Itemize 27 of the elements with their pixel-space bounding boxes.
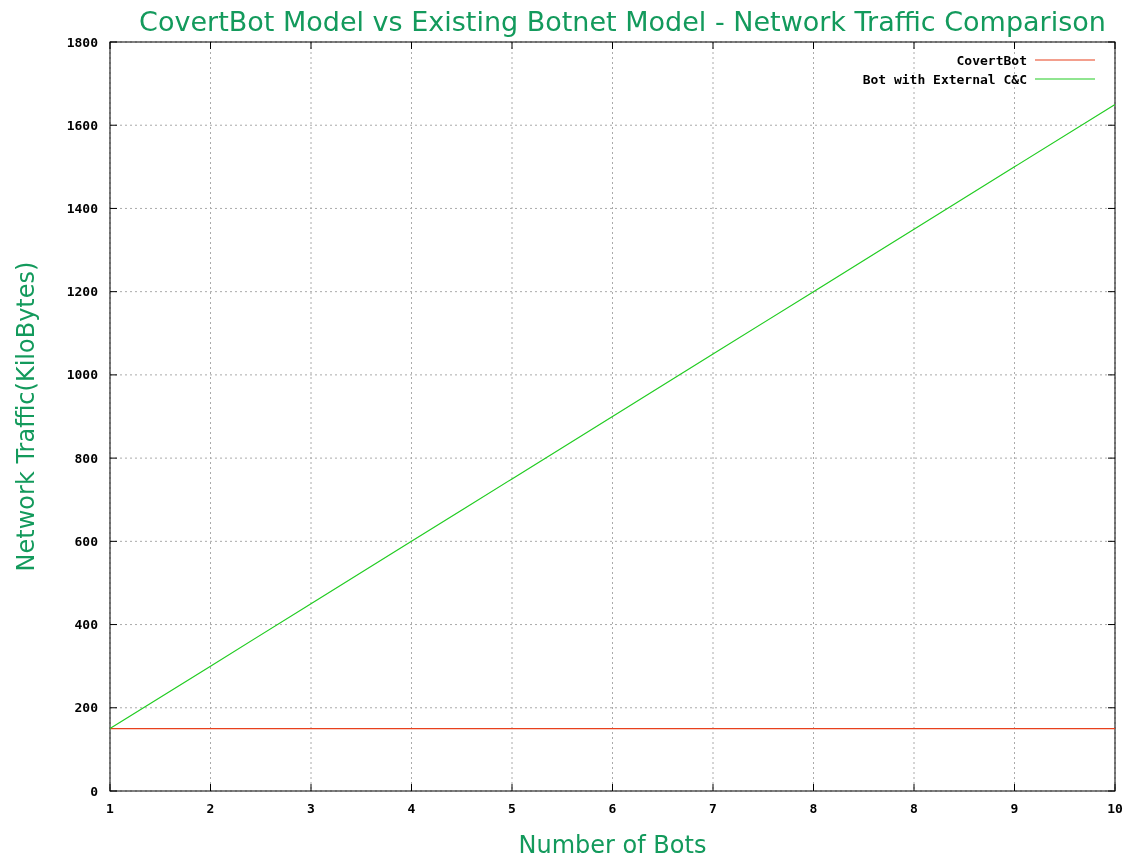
y-tick-label: 1400 xyxy=(66,200,99,216)
y-tick-label: 600 xyxy=(74,533,99,549)
x-axis-title: Number of Bots xyxy=(518,831,707,859)
y-tick-label: 1800 xyxy=(66,34,99,50)
x-tick-label: 5 xyxy=(508,801,516,816)
x-tick-label: 1 xyxy=(106,801,115,816)
legend-label: CovertBot xyxy=(956,52,1027,68)
x-tick-label: 2 xyxy=(206,801,215,816)
y-tick-label: 400 xyxy=(74,617,99,633)
x-tick-label: 8 xyxy=(910,801,919,816)
y-tick-label: 800 xyxy=(74,450,99,466)
x-tick-label: 4 xyxy=(407,801,416,816)
x-tick-label: 6 xyxy=(608,801,617,816)
x-tick-label: 10 xyxy=(1107,801,1123,816)
x-tick-label: 7 xyxy=(709,801,717,816)
y-tick-label: 1200 xyxy=(66,284,99,300)
legend-label: Bot with External C&C xyxy=(862,71,1027,87)
y-tick-label: 0 xyxy=(90,783,99,799)
line-series xyxy=(109,103,1116,730)
x-tick-label: 3 xyxy=(307,801,315,816)
y-axis-title: Network Traffic(KiloBytes) xyxy=(12,261,40,572)
y-tick-label: 200 xyxy=(74,700,99,716)
x-tick-label: 8 xyxy=(809,801,818,816)
chart-title: CovertBot Model vs Existing Botnet Model - Network Traffic Comparison xyxy=(139,6,1106,37)
y-tick-label: 1600 xyxy=(66,117,99,133)
x-tick-label: 9 xyxy=(1010,801,1019,816)
y-tick-label: 1000 xyxy=(66,367,99,383)
